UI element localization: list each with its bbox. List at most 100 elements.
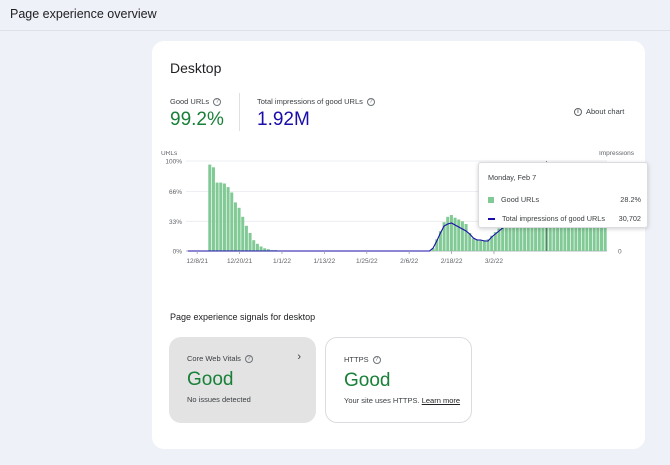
bar-good-urls [252,240,256,251]
bar-good-urls [486,239,490,251]
bar-good-urls [541,217,545,251]
x-tick-label: 1/13/22 [314,258,336,265]
bar-good-urls [570,211,574,251]
bar-good-urls [471,238,475,251]
tooltip-good-urls-label: Good URLs [501,195,540,204]
bar-good-urls [504,224,508,251]
metric-divider [239,93,240,131]
bar-good-urls [233,202,237,251]
bar-good-urls [523,221,527,251]
bar-good-urls [457,219,461,251]
good-urls-value: 99.2% [170,109,224,130]
impressions-label: Total impressions of good URLs [257,97,363,106]
impressions-value: 1.92M [257,109,310,130]
tooltip-row-impressions: Total impressions of good URLs 30,702 [488,214,641,223]
title-divider [0,30,670,31]
chart-tooltip: Monday, Feb 7 Good URLs 28.2% Total impr… [478,162,648,228]
bar-good-urls [567,214,571,251]
help-icon[interactable]: ? [366,97,375,106]
tooltip-date: Monday, Feb 7 [488,173,537,182]
about-chart-link[interactable]: i About chart [574,107,624,116]
bar-good-urls [237,207,241,251]
right-axis-title: Impressions [599,151,635,157]
tooltip-good-urls-value: 28.2% [620,195,641,204]
bar-good-urls [530,219,534,251]
bar-good-urls [453,217,457,251]
bar-good-urls [266,249,270,251]
good-urls-label: Good URLs [170,97,210,106]
bar-good-urls [556,216,560,251]
bar-good-urls [460,221,464,251]
bar-good-urls [435,239,439,251]
bar-good-urls [559,216,563,251]
desktop-report-card: Desktop Good URLs ? 99.2% Total impressi… [152,41,648,449]
bar-good-urls [512,221,516,251]
bar-good-urls [446,216,450,251]
y-tick-label: 33% [169,219,182,226]
good-urls-swatch [488,196,494,203]
bar-good-urls [482,240,486,251]
bar-good-urls [526,220,530,251]
bar-good-urls [534,219,538,251]
core-web-vitals-card[interactable]: Core Web Vitals ? › Good No issues detec… [169,337,316,423]
tooltip-row-good-urls: Good URLs 28.2% [488,195,641,204]
https-title: HTTPS [344,355,369,364]
x-tick-label: 1/1/22 [273,258,291,265]
bar-good-urls [208,164,212,251]
help-icon[interactable]: ? [372,355,381,364]
learn-more-link[interactable]: Learn more [421,396,461,405]
cwv-status: Good [187,369,234,390]
bar-good-urls [548,218,552,251]
https-card-header: HTTPS ? [344,355,381,364]
bar-good-urls [508,222,512,251]
help-icon[interactable]: ? [213,97,222,106]
x-tick-label: 1/25/22 [356,258,378,265]
chevron-right-icon[interactable]: › [297,351,301,363]
bar-good-urls [493,232,497,251]
metric-impressions[interactable]: Total impressions of good URLs ? 1.92M [257,97,375,131]
bar-good-urls [431,248,435,251]
impressions-swatch [488,217,495,220]
https-status: Good [344,370,391,391]
bar-good-urls [468,233,472,251]
bar-good-urls [241,216,245,251]
signals-title: Page experience signals for desktop [170,312,316,322]
metric-good-urls[interactable]: Good URLs ? 99.2% [170,97,224,131]
x-tick-label: 2/18/22 [441,258,463,265]
x-tick-label: 12/8/21 [186,258,208,265]
tooltip-impressions-label: Total impressions of good URLs [502,214,606,223]
help-icon[interactable]: ? [244,354,253,363]
info-icon: i [574,107,582,116]
metric-impressions-label: Total impressions of good URLs ? [257,97,375,106]
bar-good-urls [501,225,505,251]
y-right-tick-label: 0 [618,249,622,256]
x-tick-label: 3/2/22 [485,258,503,265]
bar-good-urls [226,187,230,251]
bar-good-urls [479,240,483,251]
bar-good-urls [244,225,248,251]
y-tick-label: 100% [165,159,182,166]
https-desc-text: Your site uses HTTPS. [344,396,420,405]
bar-good-urls [515,220,519,251]
metric-good-urls-label: Good URLs ? [170,97,224,106]
cwv-card-header: Core Web Vitals ? [187,354,253,363]
y-tick-label: 66% [169,189,182,196]
cwv-title: Core Web Vitals [187,354,241,363]
bar-good-urls [222,183,226,251]
bar-good-urls [248,233,252,251]
bar-good-urls [497,228,501,251]
bar-good-urls [255,243,259,251]
https-card: HTTPS ? Good Your site uses HTTPS. Learn… [325,337,472,423]
bar-good-urls [537,218,541,251]
bar-good-urls [263,248,267,251]
bar-good-urls [552,218,556,251]
bar-good-urls [230,192,234,251]
bar-good-urls [519,219,523,251]
device-title: Desktop [170,60,222,76]
tooltip-impressions-value: 30,702 [618,214,641,223]
bar-good-urls [563,215,567,251]
page-title: Page experience overview [10,7,157,21]
bar-good-urls [219,182,223,251]
cwv-desc: No issues detected [187,395,251,404]
bar-good-urls [464,224,468,251]
